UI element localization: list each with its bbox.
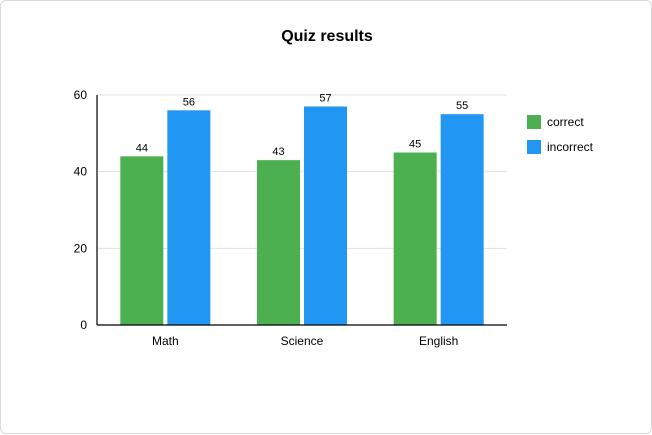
bar-incorrect-science bbox=[304, 106, 347, 325]
legend: correct incorrect bbox=[527, 115, 594, 154]
legend-swatch-incorrect bbox=[527, 140, 541, 154]
data-label: 57 bbox=[319, 93, 331, 105]
legend-label: correct bbox=[547, 115, 584, 129]
x-tick-label: Math bbox=[152, 334, 179, 348]
x-tick-label: English bbox=[419, 334, 458, 348]
y-tick-label: 40 bbox=[74, 165, 88, 179]
legend-swatch-correct bbox=[527, 115, 541, 129]
data-label: 56 bbox=[183, 96, 195, 108]
legend-label: incorrect bbox=[547, 140, 594, 154]
data-label: 45 bbox=[409, 139, 421, 151]
x-tick-label: Science bbox=[281, 334, 324, 348]
bar-incorrect-english bbox=[440, 114, 484, 326]
y-tick-label: 20 bbox=[74, 241, 88, 255]
data-label: 43 bbox=[272, 146, 284, 158]
bars: 44 56 43 57 45 55 bbox=[120, 93, 484, 326]
bar-correct-science bbox=[257, 160, 300, 325]
axes: 0 20 40 60 Math Science English bbox=[74, 88, 507, 348]
data-label: 44 bbox=[136, 142, 148, 154]
chart-title: Quiz results bbox=[281, 28, 373, 45]
bar-correct-english bbox=[393, 152, 437, 325]
data-label: 55 bbox=[456, 100, 468, 112]
bar-correct-math bbox=[120, 156, 164, 325]
y-tick-label: 0 bbox=[80, 318, 87, 332]
gridlines bbox=[97, 94, 507, 249]
y-tick-label: 60 bbox=[74, 88, 88, 102]
bar-incorrect-math bbox=[167, 110, 211, 325]
